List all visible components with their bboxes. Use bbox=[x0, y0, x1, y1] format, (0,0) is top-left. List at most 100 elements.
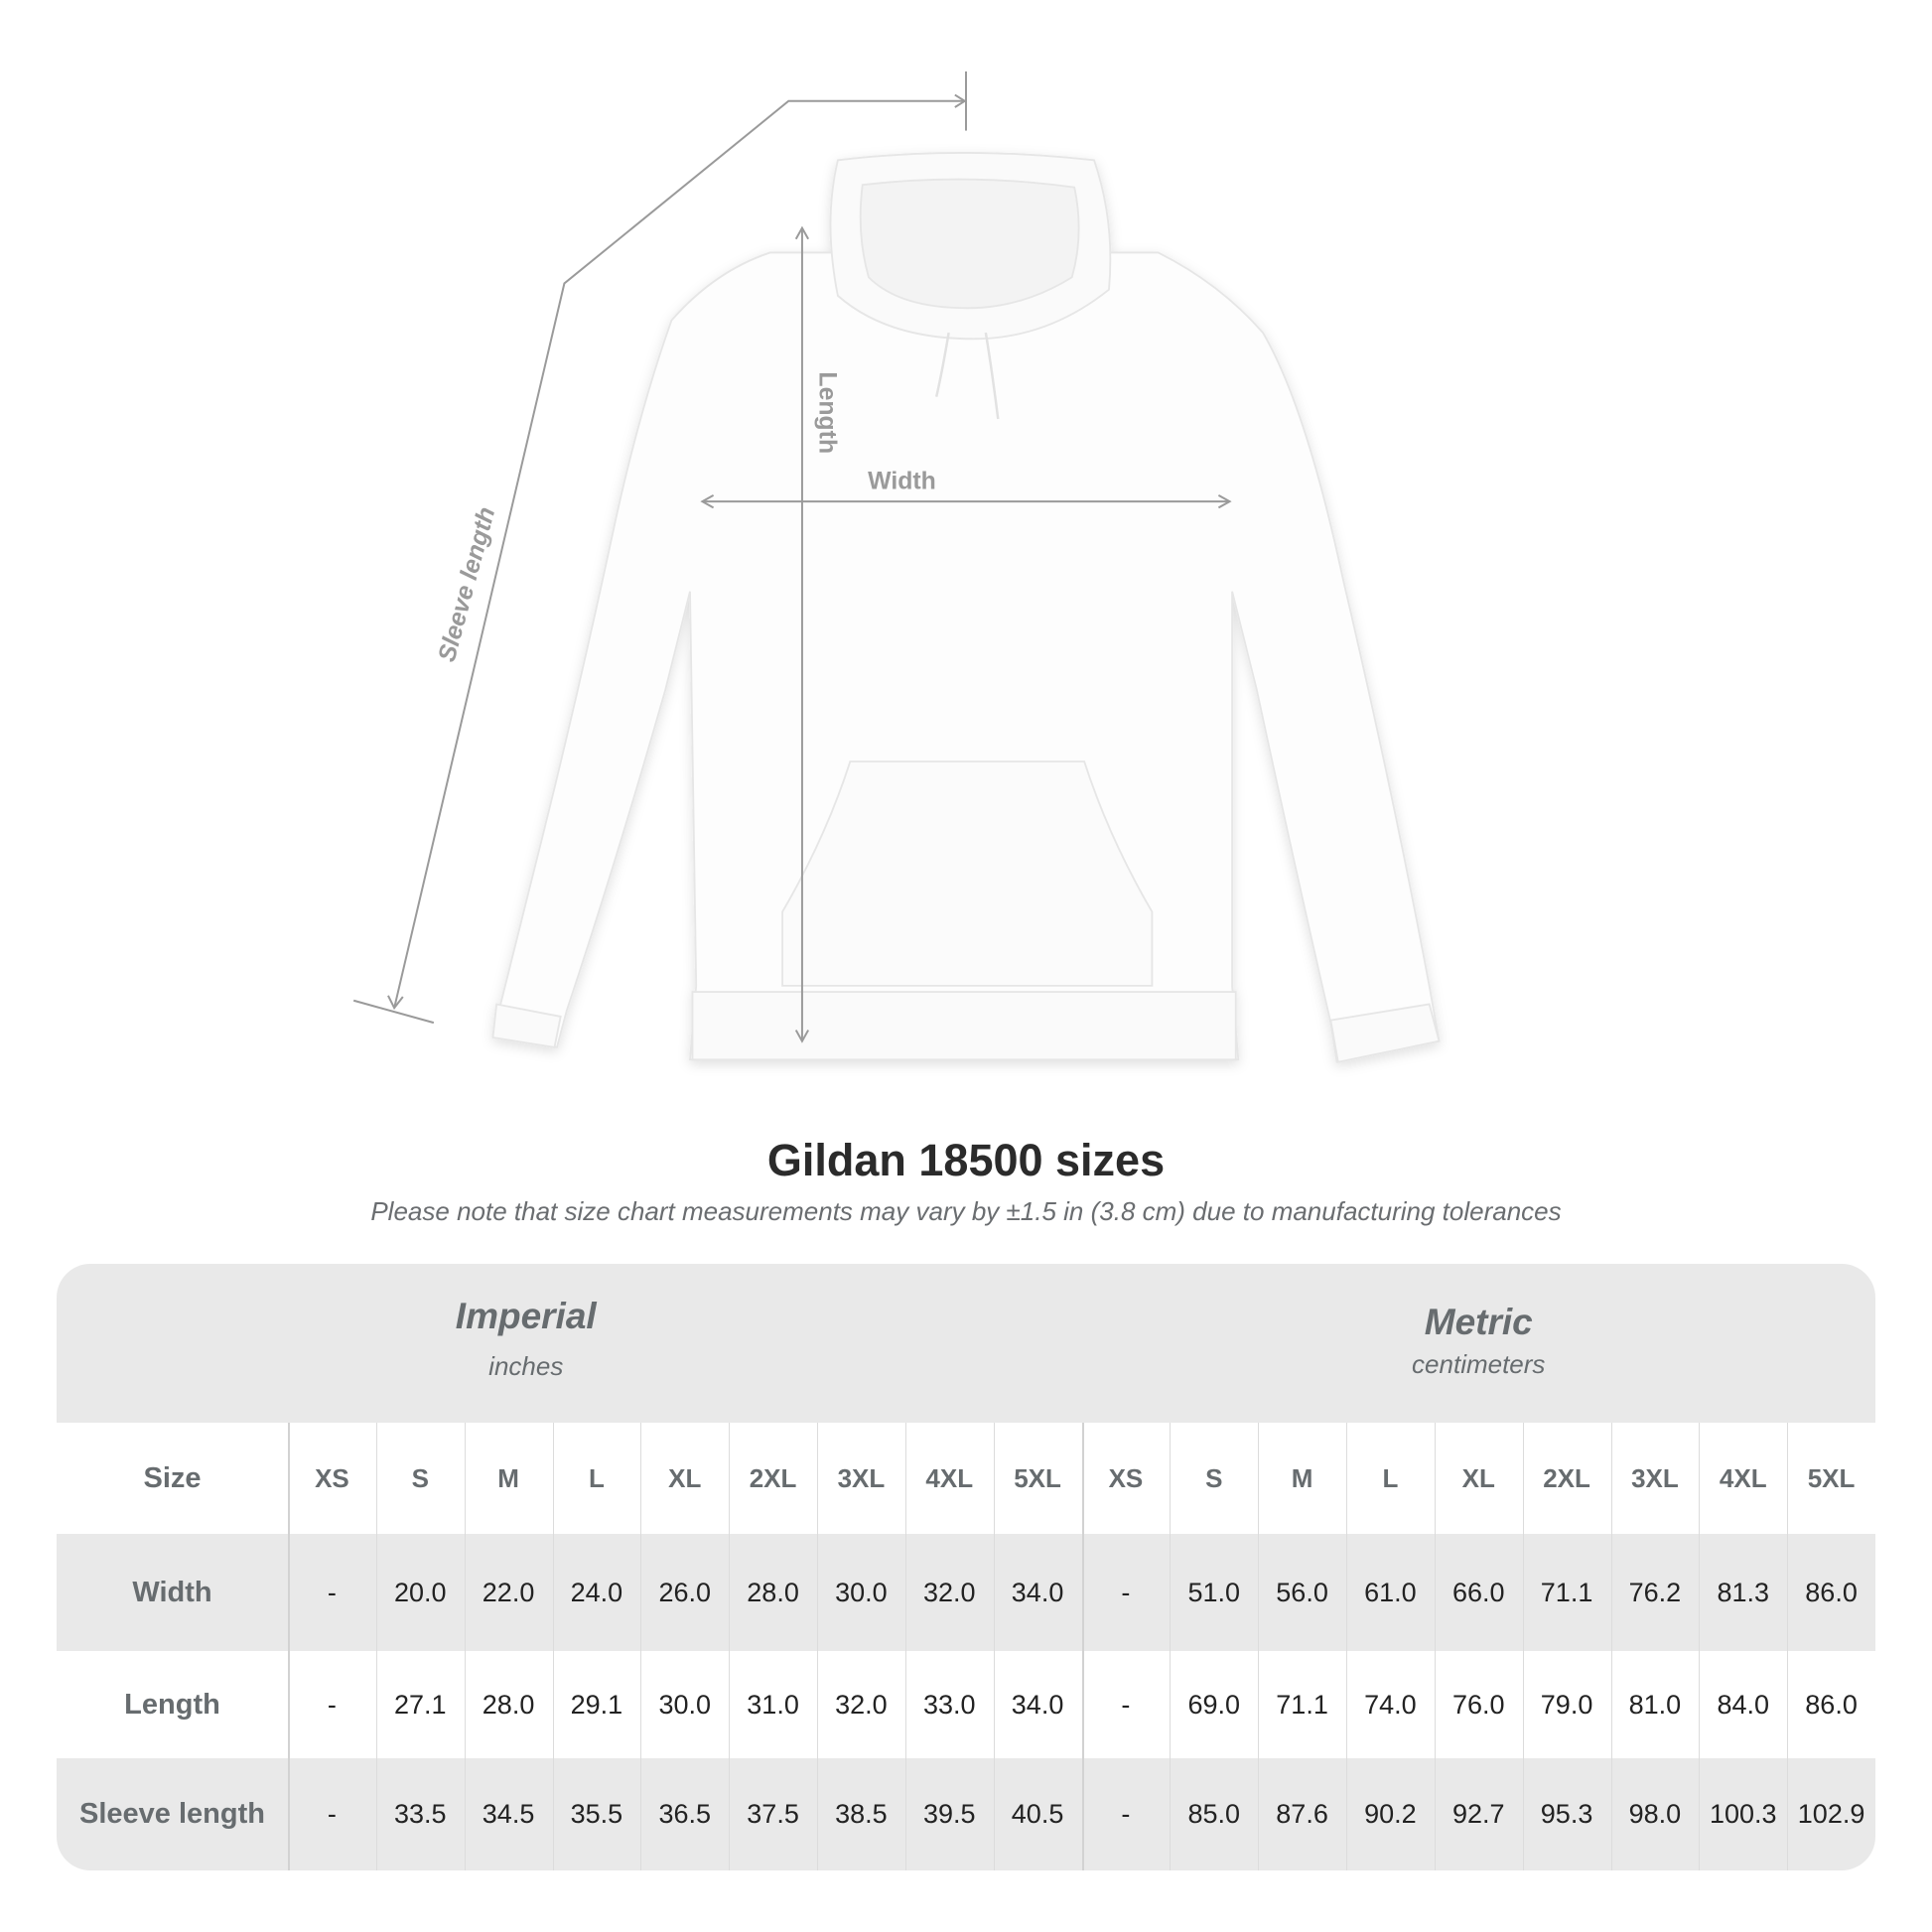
header-band bbox=[57, 1264, 1875, 1423]
length-label: Length bbox=[813, 371, 840, 454]
measurement-cell: 34.0 bbox=[1011, 1577, 1064, 1607]
measurement-cell: 34.5 bbox=[482, 1799, 535, 1829]
measurement-cell: 86.0 bbox=[1805, 1577, 1858, 1607]
measurement-cell: 30.0 bbox=[835, 1577, 888, 1607]
column-divider bbox=[993, 1423, 995, 1870]
measurement-cell: 79.0 bbox=[1540, 1689, 1593, 1720]
measurement-cell: - bbox=[1121, 1577, 1131, 1607]
measurement-cell: 40.5 bbox=[1011, 1799, 1064, 1829]
column-divider bbox=[1610, 1423, 1612, 1870]
size-column-header: 2XL bbox=[1543, 1462, 1590, 1493]
measurement-cell: 71.1 bbox=[1276, 1689, 1328, 1720]
measurement-cell: 35.5 bbox=[570, 1799, 623, 1829]
size-column-header: 4XL bbox=[925, 1462, 974, 1493]
column-divider bbox=[1170, 1423, 1172, 1870]
column-divider bbox=[1434, 1423, 1436, 1870]
measurement-cell: 29.1 bbox=[570, 1689, 623, 1720]
measurement-cell: 30.0 bbox=[658, 1689, 712, 1720]
size-column-header: 5XL bbox=[1807, 1462, 1856, 1493]
measurement-cell: - bbox=[327, 1577, 337, 1607]
measurement-cell: 38.5 bbox=[835, 1799, 888, 1829]
row-band bbox=[57, 1534, 1875, 1651]
size-column-header: 5XL bbox=[1014, 1462, 1061, 1493]
group-unit: inches bbox=[488, 1351, 564, 1381]
page-title: Gildan 18500 sizes bbox=[766, 1135, 1166, 1185]
measurement-cell: 87.6 bbox=[1276, 1799, 1328, 1829]
row-label: Width bbox=[132, 1576, 212, 1608]
group-header-metric: Metric centimeters bbox=[1082, 1302, 1876, 1380]
column-divider bbox=[375, 1423, 377, 1870]
measurement-cell: 32.0 bbox=[835, 1689, 888, 1720]
row-band bbox=[57, 1758, 1875, 1870]
column-divider bbox=[288, 1423, 290, 1870]
tolerance-note: Please note that size chart measurements… bbox=[370, 1196, 1562, 1226]
sleeve-arrow-top bbox=[954, 93, 967, 108]
group-title: Metric bbox=[1424, 1302, 1533, 1342]
measurement-cell: 66.0 bbox=[1451, 1577, 1505, 1607]
measurement-cell: - bbox=[327, 1799, 337, 1829]
measurement-cell: 20.0 bbox=[393, 1577, 447, 1607]
size-column-header: XS bbox=[1108, 1462, 1144, 1493]
column-divider bbox=[729, 1423, 731, 1870]
measurement-cell: 86.0 bbox=[1805, 1689, 1858, 1720]
measurement-cell: 81.0 bbox=[1628, 1689, 1682, 1720]
measurement-cell: 56.0 bbox=[1276, 1577, 1328, 1607]
width-label: Width bbox=[868, 469, 936, 495]
measurement-cell: 22.0 bbox=[482, 1577, 535, 1607]
size-header: Size bbox=[143, 1461, 202, 1494]
measurement-cell: 28.0 bbox=[482, 1689, 535, 1720]
size-column-header: S bbox=[1205, 1462, 1223, 1493]
column-divider bbox=[1699, 1423, 1701, 1870]
measurement-cell: 76.0 bbox=[1451, 1689, 1505, 1720]
measurement-cell: 51.0 bbox=[1187, 1577, 1241, 1607]
measurement-cell: 81.3 bbox=[1717, 1577, 1770, 1607]
measurement-cell: 84.0 bbox=[1717, 1689, 1770, 1720]
measurement-cell: - bbox=[1121, 1689, 1131, 1720]
measurement-cell: 100.3 bbox=[1709, 1799, 1777, 1829]
row-band bbox=[57, 1651, 1875, 1758]
length-arrows bbox=[794, 225, 810, 1043]
sleeve-arrow-bottom bbox=[387, 995, 404, 1011]
measurement-cell: 102.9 bbox=[1797, 1799, 1865, 1829]
size-column-header: 4XL bbox=[1719, 1462, 1767, 1493]
column-divider bbox=[1522, 1423, 1524, 1870]
column-divider bbox=[1258, 1423, 1260, 1870]
measurement-cell: 69.0 bbox=[1187, 1689, 1241, 1720]
column-divider bbox=[1787, 1423, 1789, 1870]
measurement-cell: 98.0 bbox=[1628, 1799, 1682, 1829]
column-divider bbox=[552, 1423, 554, 1870]
group-header-imperial: Imperial inches bbox=[129, 1296, 923, 1382]
measurement-cell: 36.5 bbox=[658, 1799, 712, 1829]
size-column-header: 2XL bbox=[749, 1462, 797, 1493]
size-column-header: M bbox=[1291, 1462, 1313, 1493]
measurement-cell: 85.0 bbox=[1187, 1799, 1241, 1829]
size-chart-table: Imperial inches Metric centimeters Size XS S M L… bbox=[57, 1264, 1875, 1870]
size-column-header: L bbox=[1382, 1462, 1399, 1493]
column-divider bbox=[1081, 1423, 1084, 1870]
sleeve-bottom-tick bbox=[352, 999, 435, 1025]
column-divider bbox=[464, 1423, 466, 1870]
measurement-cell: 76.2 bbox=[1628, 1577, 1682, 1607]
measurement-cell: 31.0 bbox=[747, 1689, 799, 1720]
measurement-cell: 90.2 bbox=[1364, 1799, 1417, 1829]
row-label: Length bbox=[124, 1688, 220, 1721]
column-divider bbox=[640, 1423, 642, 1870]
measurement-lines bbox=[352, 70, 1232, 1043]
column-divider bbox=[904, 1423, 906, 1870]
measurement-cell: 27.1 bbox=[393, 1689, 447, 1720]
hoodie-image bbox=[491, 152, 1441, 1063]
hoodie-measurement-diagram: Sleeve length Length Width bbox=[352, 70, 1441, 1063]
measurement-cell: 28.0 bbox=[747, 1577, 799, 1607]
measurement-cell: 33.0 bbox=[922, 1689, 976, 1720]
size-column-header: 3XL bbox=[1631, 1462, 1679, 1493]
measurement-cell: 39.5 bbox=[922, 1799, 976, 1829]
size-column-header: 3XL bbox=[837, 1462, 886, 1493]
measurement-cell: 33.5 bbox=[393, 1799, 447, 1829]
sleeve-length-label: Sleeve length bbox=[434, 504, 500, 665]
measurement-cell: 24.0 bbox=[570, 1577, 623, 1607]
width-arrows bbox=[700, 494, 1232, 509]
measurement-cell: - bbox=[1121, 1799, 1131, 1829]
measurement-cell: 26.0 bbox=[658, 1577, 712, 1607]
group-title: Imperial bbox=[455, 1296, 597, 1336]
sleeve-length-line bbox=[393, 99, 965, 1009]
